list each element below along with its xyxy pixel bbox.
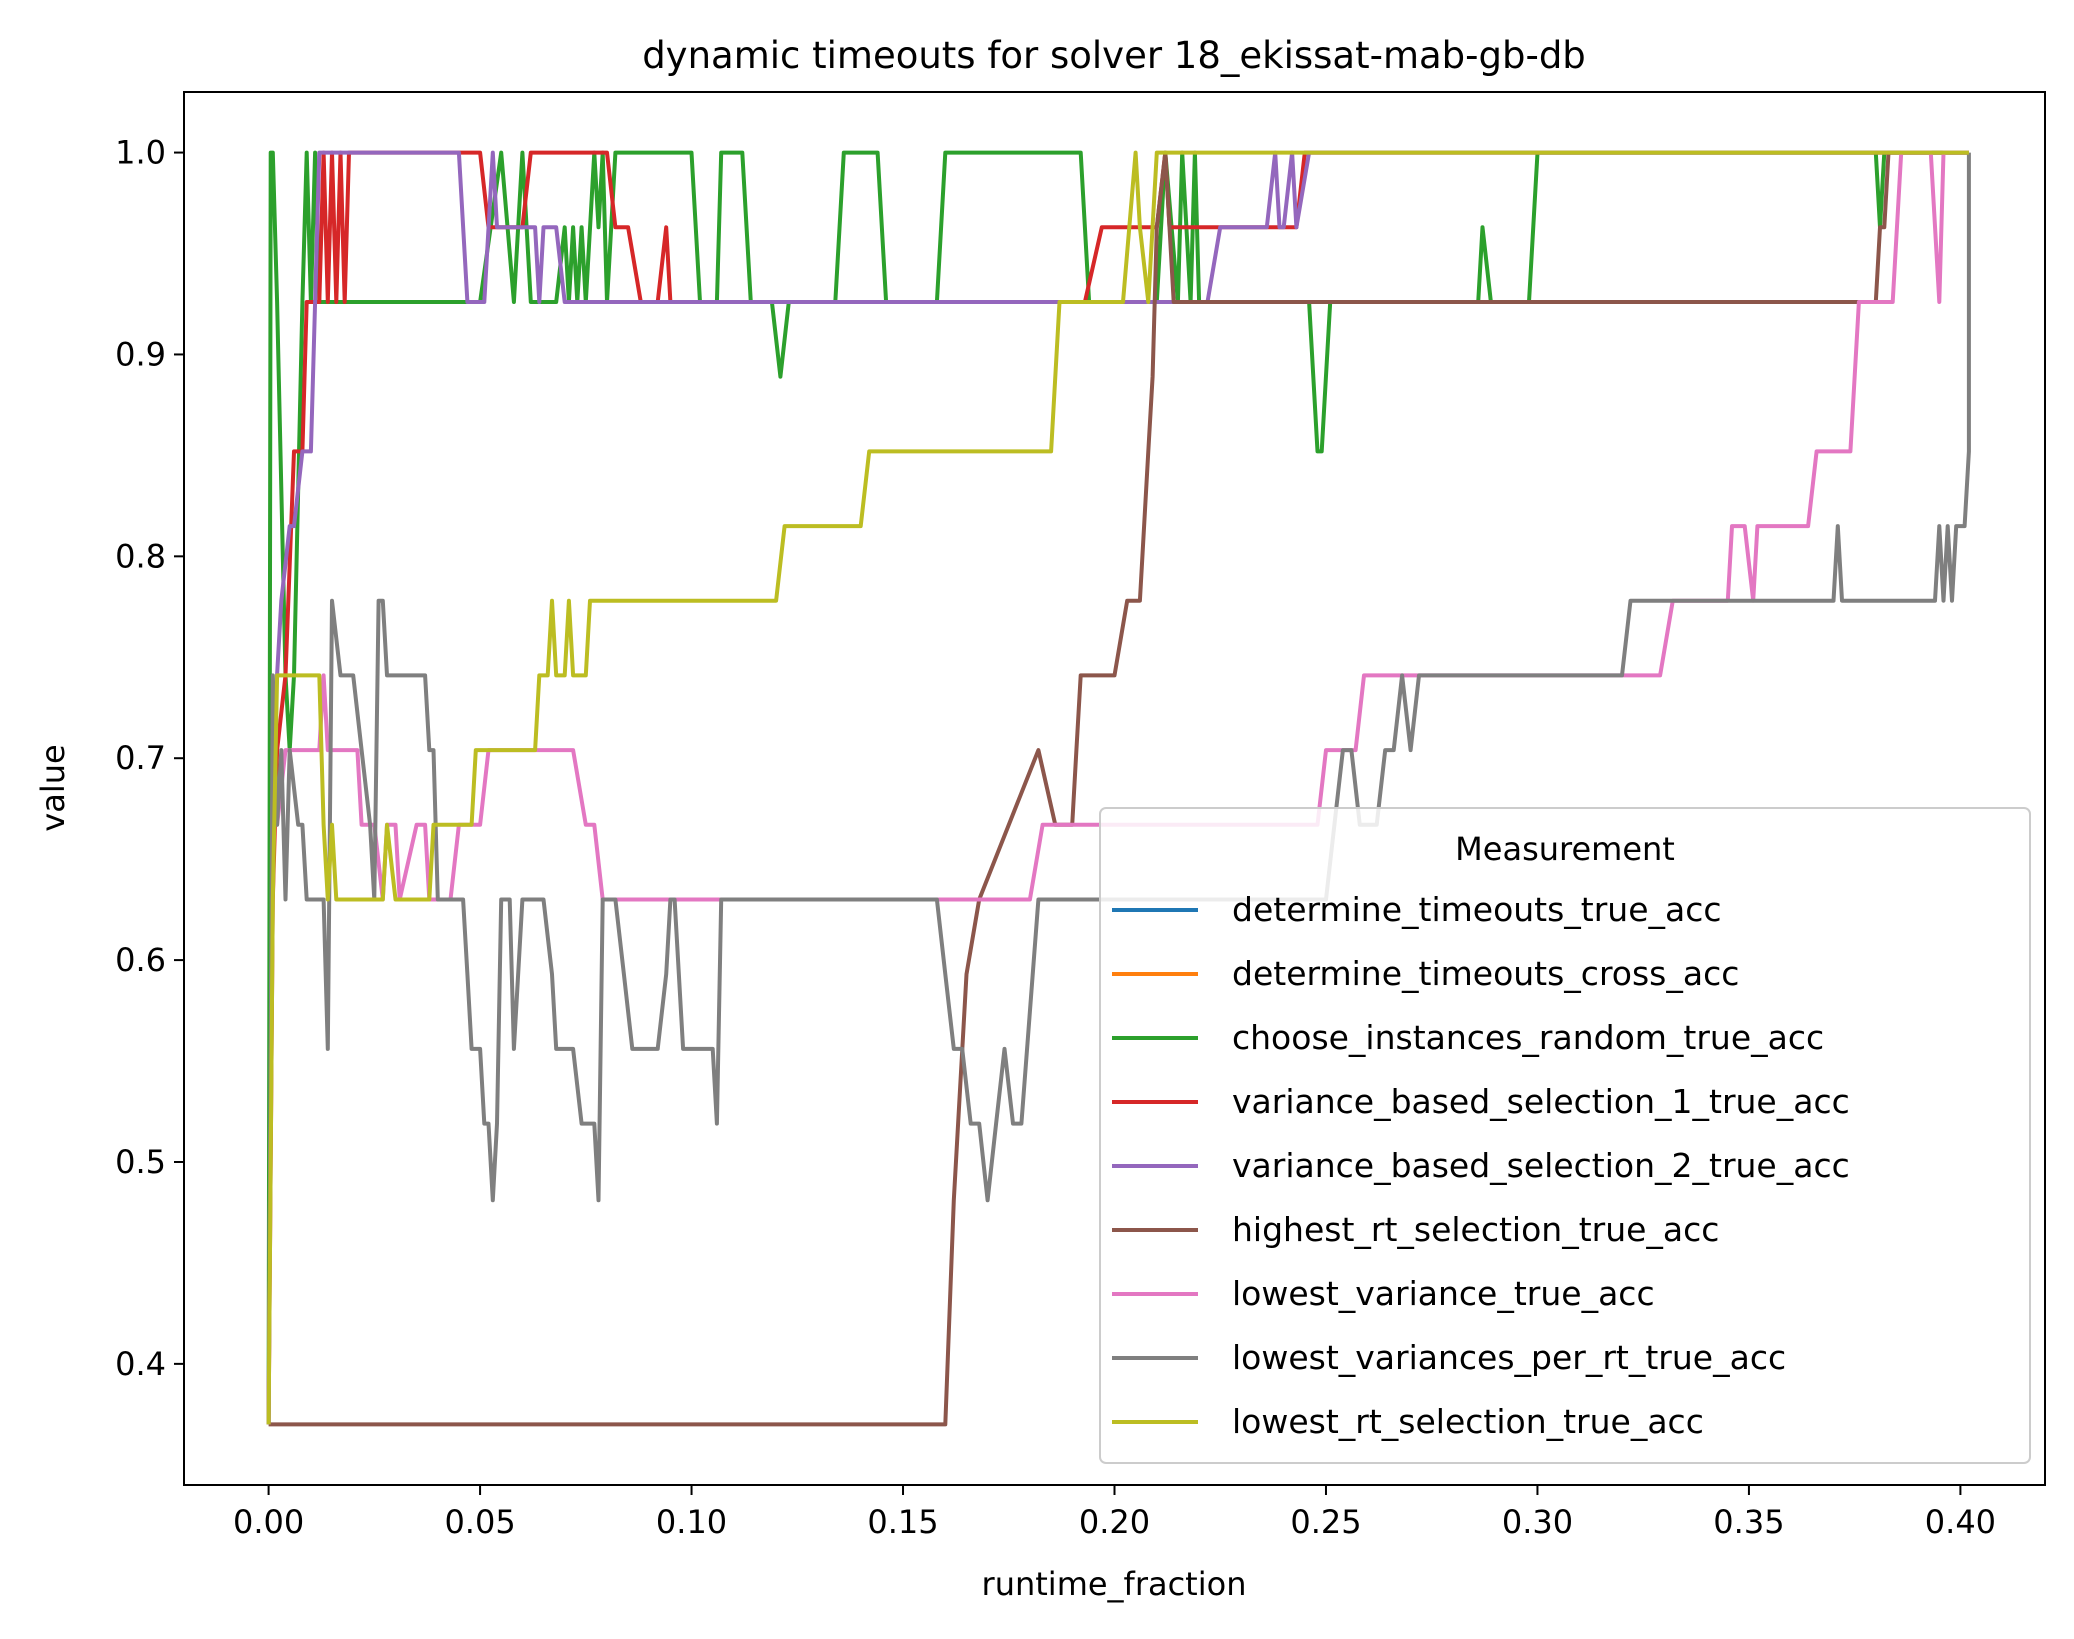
legend-label: determine_timeouts_cross_acc (1232, 954, 1739, 993)
series-line-variance-based-selection-2-true-acc (266, 150, 1969, 1425)
x-tick-label: 0.05 (444, 1503, 515, 1541)
legend-label: variance_based_selection_1_true_acc (1232, 1082, 1850, 1121)
legend-box (1099, 807, 2031, 1464)
legend-label: choose_instances_random_true_acc (1232, 1018, 1824, 1057)
series-line-lowest-variances-per-rt-true-acc (266, 152, 1971, 1425)
legend-label: determine_timeouts_true_acc (1232, 890, 1722, 929)
x-axis-label: runtime_fraction (982, 1565, 1247, 1603)
series-line-lowest-rt-selection-true-acc (266, 150, 1969, 1425)
y-tick-label: 0.6 (115, 941, 166, 979)
y-tick-label: 0.9 (115, 335, 166, 373)
x-tick-label: 0.10 (656, 1503, 727, 1541)
y-tick-label: 0.8 (115, 537, 166, 575)
y-axis-label: value (34, 744, 72, 831)
x-axis: 0.00 0.05 0.10 0.15 0.20 0.25 0.30 0.35 0.40 (233, 1485, 1996, 1541)
x-tick-label: 0.15 (867, 1503, 938, 1541)
y-tick-label: 0.4 (115, 1345, 166, 1383)
y-tick-label: 0.7 (115, 739, 166, 777)
legend-title: Measurement (1455, 830, 1675, 868)
legend: Measurement determine_timeouts_true_accd… (1099, 807, 2031, 1464)
legend-label: lowest_rt_selection_true_acc (1232, 1402, 1704, 1441)
legend-label: variance_based_selection_2_true_acc (1232, 1146, 1850, 1185)
x-tick-label: 0.25 (1290, 1503, 1361, 1541)
legend-label: highest_rt_selection_true_acc (1232, 1210, 1719, 1249)
x-tick-label: 0.30 (1502, 1503, 1573, 1541)
y-tick-label: 0.5 (115, 1143, 166, 1181)
chart-title: dynamic timeouts for solver 18_ekissat-m… (642, 34, 1586, 77)
legend-items: determine_timeouts_true_acc determine_tim… (1112, 890, 1850, 1441)
x-tick-label: 0.35 (1713, 1503, 1784, 1541)
y-tick-label: 1.0 (115, 134, 166, 172)
y-axis: 0.4 0.5 0.6 0.7 0.8 0.9 1.0 (115, 134, 184, 1383)
series-line-highest-rt-selection-true-acc (268, 150, 1969, 1427)
series-layer (266, 150, 1971, 1427)
legend-label: lowest_variance_true_acc (1232, 1274, 1655, 1313)
legend-label: lowest_variances_per_rt_true_acc (1232, 1338, 1786, 1377)
x-tick-label: 0.20 (1079, 1503, 1150, 1541)
x-tick-label: 0.00 (233, 1503, 304, 1541)
x-tick-label: 0.40 (1925, 1503, 1996, 1541)
